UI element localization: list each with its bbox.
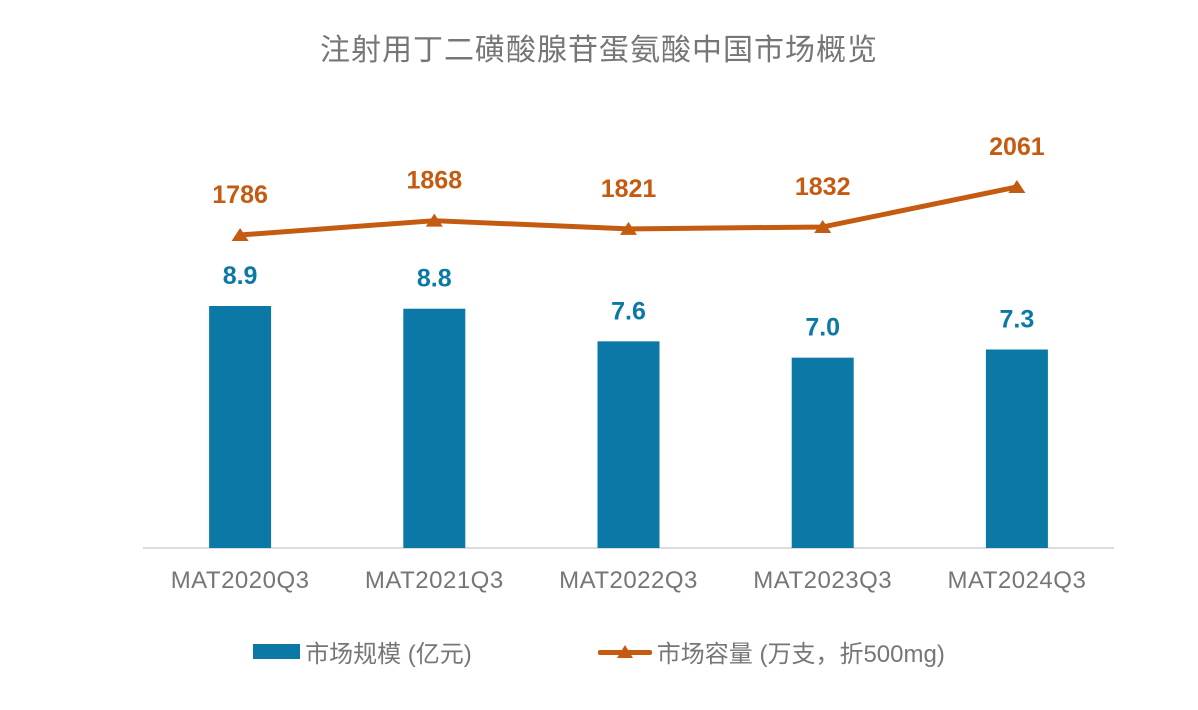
- triangle-marker-icon: [620, 221, 637, 235]
- bar-MAT2021Q3: [403, 308, 466, 548]
- bar-MAT2024Q3: [985, 349, 1048, 548]
- bar-MAT2023Q3: [791, 357, 854, 548]
- x-axis-label: MAT2023Q3: [753, 567, 892, 594]
- legend-label-market-size: 市场规模 (亿元): [305, 641, 472, 668]
- line-value-label: 1832: [795, 173, 851, 201]
- triangle-marker-icon: [814, 219, 832, 233]
- bar-value-label: 8.8: [417, 265, 452, 293]
- bar-value-label: 7.0: [805, 314, 840, 342]
- line-value-label: 1868: [406, 167, 462, 195]
- bar-MAT2020Q3: [209, 306, 272, 548]
- triangle-marker-icon: [231, 228, 249, 241]
- legend-item-market-capacity: 市场容量 (万支，折500mg): [597, 634, 945, 669]
- triangle-marker-icon: [425, 213, 443, 227]
- legend: 市场规模 (亿元) 市场容量 (万支，折500mg): [0, 634, 1198, 669]
- triangle-marker-icon: [1008, 180, 1026, 193]
- x-axis-label: MAT2021Q3: [365, 567, 504, 594]
- bar-MAT2022Q3: [597, 341, 660, 548]
- x-axis-label: MAT2022Q3: [559, 567, 698, 594]
- bar-value-label: 7.3: [1000, 306, 1035, 334]
- line-value-label: 2061: [989, 133, 1045, 161]
- chart-title: 注射用丁二磺酸腺苷蛋氨酸中国市场概览: [320, 34, 878, 67]
- triangle-marker-icon: [616, 644, 633, 658]
- bar-value-label: 8.9: [223, 262, 258, 290]
- x-axis-label: MAT2020Q3: [171, 567, 310, 594]
- line-value-label: 1786: [212, 181, 268, 209]
- line-triangle-swatch-icon: [597, 643, 652, 661]
- line-value-label: 1821: [601, 175, 657, 203]
- x-axis-label: MAT2024Q3: [948, 567, 1087, 594]
- bar-swatch-icon: [253, 644, 301, 659]
- bar-value-label: 7.6: [611, 297, 646, 325]
- legend-item-market-size: 市场规模 (亿元): [253, 634, 472, 669]
- legend-label-market-capacity: 市场容量 (万支，折500mg): [656, 641, 945, 668]
